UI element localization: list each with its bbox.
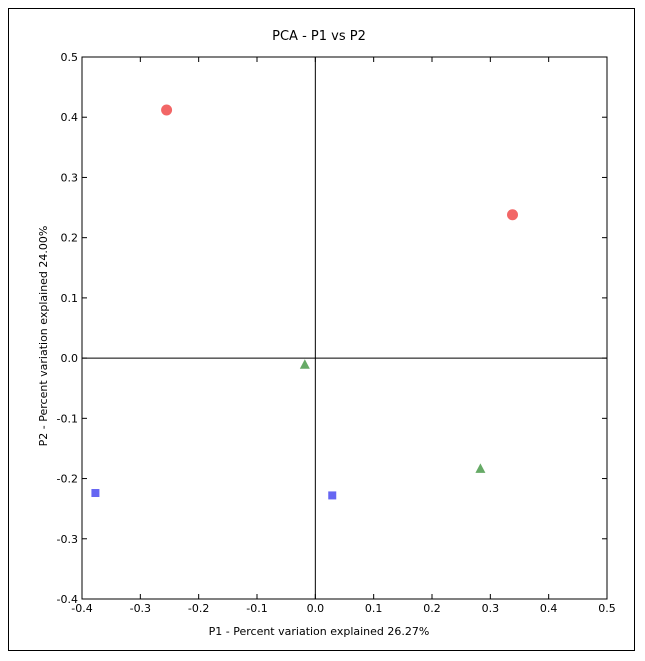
y-tick-label: -0.2 xyxy=(57,473,78,486)
y-tick-label: 0.3 xyxy=(61,171,79,184)
plot-border xyxy=(81,56,608,600)
x-tick-label: 0.4 xyxy=(540,602,558,615)
y-tick-label: 0.4 xyxy=(61,111,79,124)
x-tick-label: -0.2 xyxy=(188,602,209,615)
y-tick-label: 0.5 xyxy=(61,51,79,64)
data-point-triangle xyxy=(299,359,310,369)
x-axis-label: P1 - Percent variation explained 26.27% xyxy=(209,625,430,638)
y-tick-label: 0.2 xyxy=(61,232,79,245)
x-tick-label: 0.5 xyxy=(598,602,616,615)
data-point-triangle xyxy=(475,463,486,473)
x-tick-label: 0.3 xyxy=(482,602,500,615)
data-point-circle xyxy=(161,104,173,116)
y-tick-label: -0.1 xyxy=(57,412,78,425)
x-tick-label: 0.1 xyxy=(365,602,383,615)
data-point-square xyxy=(91,489,100,498)
chart-frame: PCA - P1 vs P2 -0.4 -0.3 -0.2 -0.1 0.0 0.1 0.2… xyxy=(8,8,635,651)
y-tick-label: -0.3 xyxy=(57,533,78,546)
y-tick-label: 0.0 xyxy=(61,352,79,365)
y-tick-label: 0.1 xyxy=(61,292,79,305)
x-tick-label: -0.4 xyxy=(71,602,92,615)
x-tick-label: 0.0 xyxy=(307,602,325,615)
pca-scatter-chart: PCA - P1 vs P2 -0.4 -0.3 -0.2 -0.1 0.0 0.1 0.2… xyxy=(37,29,616,638)
x-tick-label: -0.1 xyxy=(246,602,267,615)
x-tick-label: 0.2 xyxy=(423,602,441,615)
y-axis-label: P2 - Percent variation explained 24.00% xyxy=(37,226,50,447)
plot-area: -0.4 -0.3 -0.2 -0.1 0.0 0.1 0.2 0.3 0.4 0.5 -0.4 -0… xyxy=(57,51,616,615)
data-point-square xyxy=(328,491,337,500)
y-tick-label: -0.4 xyxy=(57,593,78,606)
x-tick-label: -0.3 xyxy=(130,602,151,615)
chart-title: PCA - P1 vs P2 xyxy=(272,29,366,44)
data-point-circle xyxy=(507,209,518,221)
